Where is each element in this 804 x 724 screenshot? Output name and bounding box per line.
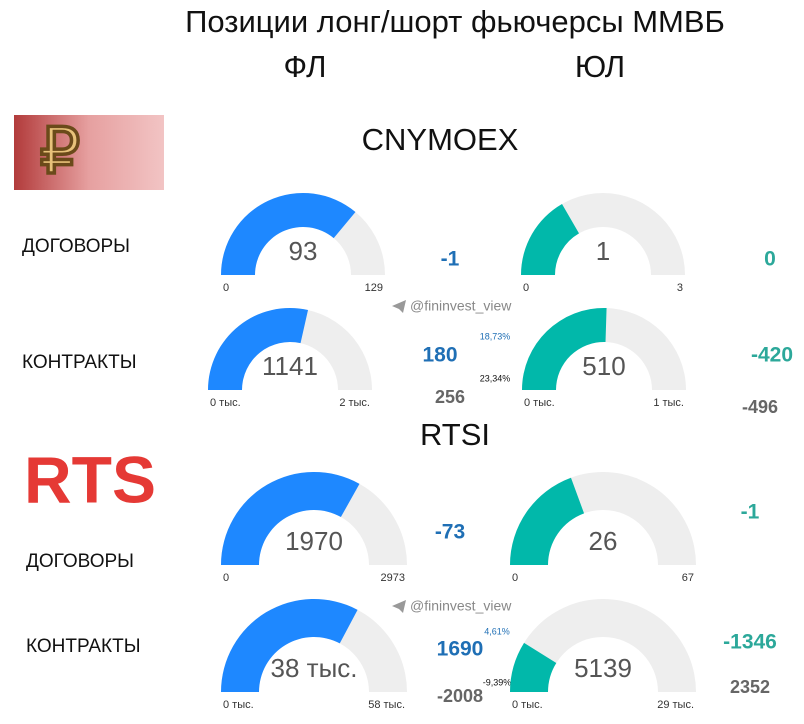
- change-value: -420: [751, 344, 793, 367]
- percent-down: -9,39%: [483, 677, 512, 687]
- gauge-min: 0: [223, 572, 229, 584]
- change-value: -1: [441, 248, 460, 271]
- gauge-value: 93: [289, 236, 318, 266]
- row-label: КОНТРАКТЫ: [22, 352, 137, 373]
- gauge-fill: [221, 598, 358, 692]
- change-value: -1: [741, 501, 760, 524]
- gauge-max: 58 тыс.: [368, 699, 405, 711]
- sub-value: 256: [435, 387, 465, 407]
- watermark-text: @fininvest_view: [410, 598, 512, 614]
- logo-background: [14, 115, 164, 190]
- gauge-value: 510: [582, 351, 625, 381]
- sub-value: 2352: [730, 677, 770, 697]
- logo: RTS: [24, 442, 156, 516]
- logo: ₽: [40, 115, 81, 187]
- watermark-text: @fininvest_view: [410, 298, 512, 314]
- gauge-value: 1970: [285, 526, 343, 556]
- gauge-min: 0: [223, 282, 229, 294]
- gauge-min: 0 тыс.: [512, 699, 543, 711]
- gauge-min: 0 тыс.: [223, 699, 254, 711]
- gauge-value: 1: [596, 236, 610, 266]
- change-value: 1690: [437, 638, 484, 661]
- gauge-max: 3: [677, 282, 683, 294]
- gauge-min: 0 тыс.: [210, 397, 241, 409]
- gauge-fill: [221, 192, 356, 275]
- sub-value: -2008: [437, 686, 483, 706]
- gauge-value: 1141: [262, 351, 318, 381]
- row-label: ДОГОВОРЫ: [22, 236, 130, 257]
- row-label: ДОГОВОРЫ: [26, 551, 134, 572]
- gauge-track: [510, 599, 696, 692]
- gauge-fill: [221, 472, 360, 565]
- gauge-min: 0 тыс.: [524, 397, 555, 409]
- gauge-max: 129: [365, 282, 383, 294]
- percent-down: 23,34%: [480, 373, 511, 383]
- gauge-min: 0: [523, 282, 529, 294]
- row-label: КОНТРАКТЫ: [26, 636, 141, 657]
- gauge-fill: [522, 308, 607, 390]
- gauge-value: 38 тыс.: [271, 653, 358, 683]
- gauge-fill: [510, 642, 557, 692]
- gauge-fill: [521, 203, 579, 275]
- change-value: -1346: [723, 631, 777, 654]
- gauge-max: 2973: [381, 572, 405, 584]
- change-value: 0: [764, 248, 776, 271]
- gauge-max: 2 тыс.: [339, 397, 370, 409]
- column-header: ФЛ: [284, 49, 327, 84]
- gauge-fill: [510, 477, 585, 565]
- gauge-max: 29 тыс.: [657, 699, 694, 711]
- sub-value: -496: [742, 397, 778, 417]
- column-header: ЮЛ: [575, 49, 625, 84]
- section-title: RTSI: [420, 417, 490, 452]
- percent-up: 4,61%: [484, 626, 510, 636]
- watermark: @fininvest_view @fininvest_view: [392, 298, 512, 614]
- gauge-max: 1 тыс.: [653, 397, 684, 409]
- section-title: CNYMOEX: [362, 122, 519, 157]
- gauge-value: 5139: [574, 653, 632, 683]
- change-value: 180: [422, 344, 457, 367]
- gauge-max: 67: [682, 572, 694, 584]
- gauge-value: 26: [589, 526, 618, 556]
- title: Позиции лонг/шорт фьючерсы ММВБ: [185, 4, 725, 39]
- percent-up: 18,73%: [480, 331, 511, 341]
- change-value: -73: [435, 521, 465, 544]
- gauge-min: 0: [512, 572, 518, 584]
- gauge-fill: [208, 308, 309, 390]
